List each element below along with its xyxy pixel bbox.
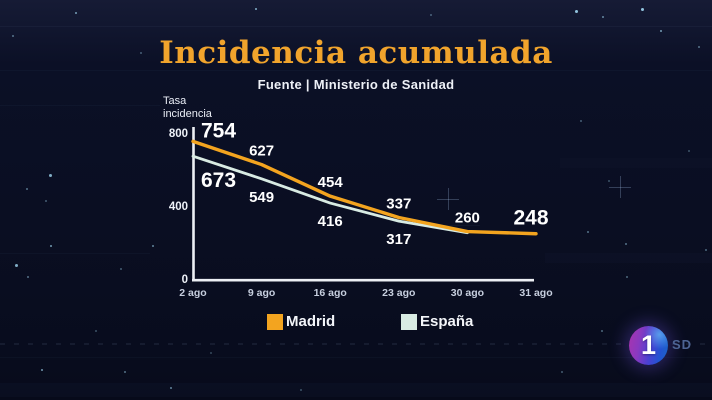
value-label-madrid-5: 248 <box>513 207 548 230</box>
x-tick-label-5: 31 ago <box>519 287 552 299</box>
legend-label-madrid: Madrid <box>286 313 336 330</box>
value-label-españa-3: 317 <box>386 231 411 248</box>
x-tick-label-1: 9 ago <box>248 287 275 299</box>
legend: Madrid España <box>0 313 712 333</box>
value-label-españa-0: 673 <box>201 169 236 192</box>
value-label-madrid-4: 260 <box>455 210 480 227</box>
value-label-españa-2: 416 <box>318 213 343 230</box>
page-title: Incidencia acumulada <box>159 35 553 71</box>
x-tick-label-4: 30 ago <box>451 287 484 299</box>
legend-swatch-madrid <box>267 313 283 330</box>
y-axis-title: Tasa incidencia <box>163 95 212 121</box>
series-line-españa <box>191 154 469 235</box>
y-tick-label-0: 0 <box>182 274 188 286</box>
x-tick-label-0: 2 ago <box>179 287 206 299</box>
sd-quality-label: SD <box>672 337 693 352</box>
value-label-madrid-0: 754 <box>201 119 236 142</box>
value-label-madrid-1: 627 <box>249 143 274 160</box>
value-label-madrid-2: 454 <box>318 174 344 191</box>
legend-label-espana: España <box>420 313 474 330</box>
x-tick-label-2: 16 ago <box>314 287 347 299</box>
x-tick-label-3: 23 ago <box>382 287 415 299</box>
y-axis-title-line2: incidencia <box>163 108 212 120</box>
chart-source: Fuente | Ministerio de Sanidad <box>257 77 455 92</box>
legend-item-madrid: Madrid <box>267 313 335 330</box>
legend-swatch-espana <box>401 313 417 330</box>
legend-item-espana: España <box>401 313 473 330</box>
channel-one-badge: 1 <box>629 326 668 365</box>
bg-glitch-row <box>0 343 712 345</box>
value-label-madrid-3: 337 <box>386 195 411 212</box>
y-tick-label-800: 800 <box>169 128 188 140</box>
channel-number: 1 <box>640 330 657 360</box>
y-axis-title-line1: Tasa <box>163 95 187 107</box>
value-label-españa-1: 549 <box>249 189 274 206</box>
series-line-madrid <box>191 139 538 236</box>
y-tick-label-400: 400 <box>169 201 188 213</box>
